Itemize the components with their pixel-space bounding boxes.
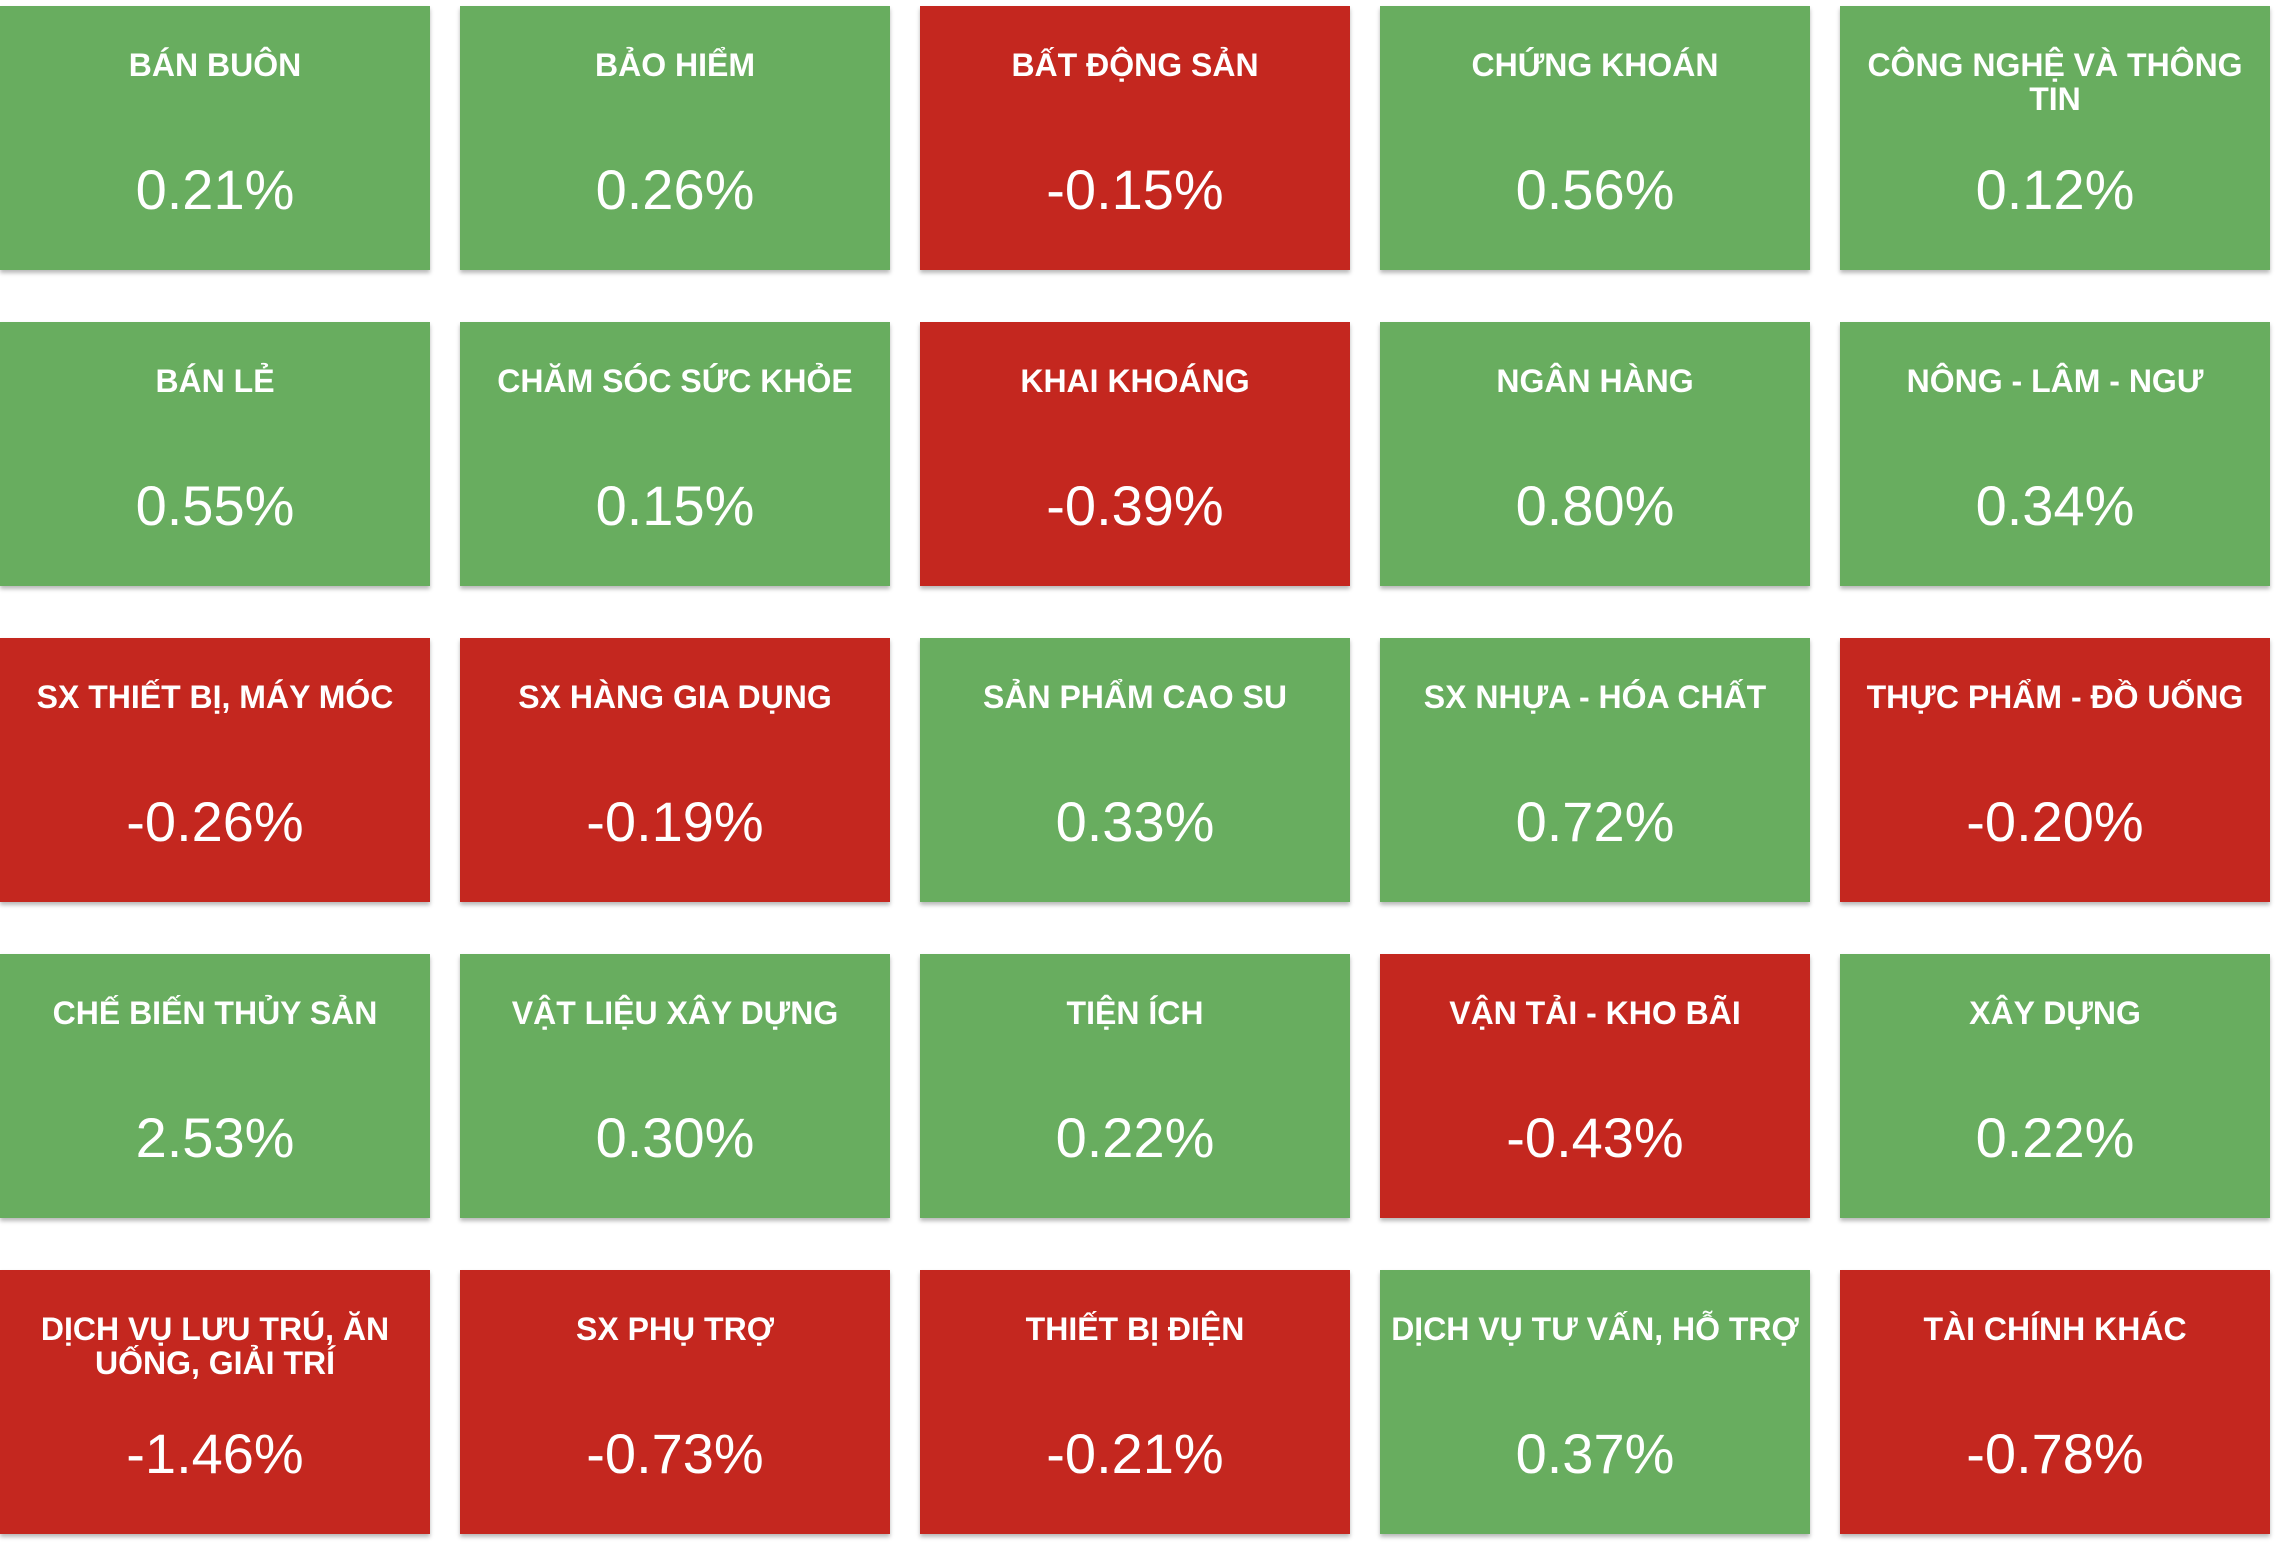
- sector-name: CHẾ BIẾN THỦY SẢN: [52, 995, 378, 1031]
- sector-change: 0.26%: [595, 158, 755, 221]
- sector-name: THIẾT BỊ ĐIỆN: [1025, 1311, 1245, 1347]
- sector-tile-15[interactable]: THỰC PHẨM - ĐỒ UỐNG -0.20%: [1840, 638, 2270, 902]
- sector-tile-13[interactable]: SẢN PHẨM CAO SU 0.33%: [920, 638, 1350, 902]
- sector-name: SX NHỰA - HÓA CHẤT: [1423, 679, 1767, 715]
- sector-name: BẢO HIỂM: [595, 47, 755, 83]
- sector-name: DỊCH VỤ TƯ VẤN, HỖ TRỢ: [1391, 1311, 1799, 1347]
- sector-change: -0.26%: [126, 790, 304, 853]
- sector-tile-8[interactable]: KHAI KHOÁNG -0.39%: [920, 322, 1350, 586]
- sector-tile-23[interactable]: THIẾT BỊ ĐIỆN -0.21%: [920, 1270, 1350, 1534]
- sector-change: -0.20%: [1966, 790, 2144, 853]
- sector-name: VẬT LIỆU XÂY DỰNG: [511, 995, 839, 1031]
- sector-tile-14[interactable]: SX NHỰA - HÓA CHẤT 0.72%: [1380, 638, 1810, 902]
- sector-tile-9[interactable]: NGÂN HÀNG 0.80%: [1380, 322, 1810, 586]
- sector-name: TIỆN ÍCH: [1066, 995, 1204, 1031]
- sector-tile-6[interactable]: BÁN LẺ 0.55%: [0, 322, 430, 586]
- sector-tile-25[interactable]: TÀI CHÍNH KHÁC -0.78%: [1840, 1270, 2270, 1534]
- sector-change: 0.22%: [1055, 1106, 1215, 1169]
- sector-change: 0.33%: [1055, 790, 1215, 853]
- sector-name: SX PHỤ TRỢ: [576, 1311, 774, 1347]
- sector-tile-10[interactable]: NÔNG - LÂM - NGƯ 0.34%: [1840, 322, 2270, 586]
- sector-tile-22[interactable]: SX PHỤ TRỢ -0.73%: [460, 1270, 890, 1534]
- sector-change: -0.78%: [1966, 1422, 2144, 1485]
- sector-change: -0.19%: [586, 790, 764, 853]
- sector-name: VẬN TẢI - KHO BÃI: [1449, 995, 1741, 1031]
- sector-change: 0.56%: [1515, 158, 1675, 221]
- sector-change: 0.72%: [1515, 790, 1675, 853]
- sector-change: 0.21%: [135, 158, 295, 221]
- sector-change: 0.34%: [1975, 474, 2135, 537]
- sector-change: -0.15%: [1046, 158, 1224, 221]
- sector-change: -0.39%: [1046, 474, 1224, 537]
- sector-tile-12[interactable]: SX HÀNG GIA DỤNG -0.19%: [460, 638, 890, 902]
- sector-name: NGÂN HÀNG: [1496, 363, 1694, 399]
- sector-change: 0.30%: [595, 1106, 755, 1169]
- sector-tile-18[interactable]: TIỆN ÍCH 0.22%: [920, 954, 1350, 1218]
- sector-change: -0.73%: [586, 1422, 764, 1485]
- sector-change: 0.37%: [1515, 1422, 1675, 1485]
- sector-change: -0.21%: [1046, 1422, 1224, 1485]
- sector-tile-16[interactable]: CHẾ BIẾN THỦY SẢN 2.53%: [0, 954, 430, 1218]
- sector-name: KHAI KHOÁNG: [1020, 363, 1250, 399]
- sector-grid: BÁN BUÔN 0.21% BẢO HIỂM 0.26% BẤT ĐỘNG S…: [0, 6, 2270, 1534]
- sector-change: 0.15%: [595, 474, 755, 537]
- sector-tile-20[interactable]: XÂY DỰNG 0.22%: [1840, 954, 2270, 1218]
- sector-tile-1[interactable]: BÁN BUÔN 0.21%: [0, 6, 430, 270]
- sector-name: NÔNG - LÂM - NGƯ: [1906, 363, 2204, 399]
- sector-name: TÀI CHÍNH KHÁC: [1923, 1311, 2187, 1347]
- sector-tile-11[interactable]: SX THIẾT BỊ, MÁY MÓC -0.26%: [0, 638, 430, 902]
- sector-name: BÁN BUÔN: [128, 47, 302, 83]
- sector-change: 0.22%: [1975, 1106, 2135, 1169]
- sector-name: BÁN LẺ: [155, 363, 275, 399]
- sector-tile-17[interactable]: VẬT LIỆU XÂY DỰNG 0.30%: [460, 954, 890, 1218]
- sector-tile-19[interactable]: VẬN TẢI - KHO BÃI -0.43%: [1380, 954, 1810, 1218]
- sector-tile-21[interactable]: DỊCH VỤ LƯU TRÚ, ĂN UỐNG, GIẢI TRÍ -1.46…: [0, 1270, 430, 1534]
- sector-name: CÔNG NGHỆ VÀ THÔNG TIN: [1867, 47, 2243, 117]
- sector-change: 2.53%: [135, 1106, 295, 1169]
- sector-tile-5[interactable]: CÔNG NGHỆ VÀ THÔNG TIN 0.12%: [1840, 6, 2270, 270]
- sector-change: 0.55%: [135, 474, 295, 537]
- sector-change: 0.12%: [1975, 158, 2135, 221]
- sector-tile-24[interactable]: DỊCH VỤ TƯ VẤN, HỖ TRỢ 0.37%: [1380, 1270, 1810, 1534]
- sector-name: SẢN PHẨM CAO SU: [982, 679, 1287, 715]
- sector-tile-7[interactable]: CHĂM SÓC SỨC KHỎE 0.15%: [460, 322, 890, 586]
- sector-name: DỊCH VỤ LƯU TRÚ, ĂN UỐNG, GIẢI TRÍ: [40, 1311, 390, 1381]
- sector-name: SX THIẾT BỊ, MÁY MÓC: [36, 679, 394, 715]
- sector-tile-4[interactable]: CHỨNG KHOÁN 0.56%: [1380, 6, 1810, 270]
- sector-name: BẤT ĐỘNG SẢN: [1011, 47, 1259, 83]
- sector-name: CHĂM SÓC SỨC KHỎE: [497, 363, 853, 399]
- sector-name: CHỨNG KHOÁN: [1471, 47, 1719, 83]
- sector-tile-3[interactable]: BẤT ĐỘNG SẢN -0.15%: [920, 6, 1350, 270]
- sector-tile-2[interactable]: BẢO HIỂM 0.26%: [460, 6, 890, 270]
- sector-name: XÂY DỰNG: [1969, 995, 2141, 1031]
- sector-name: SX HÀNG GIA DỤNG: [518, 679, 832, 715]
- sector-change: -1.46%: [126, 1422, 304, 1485]
- sector-name: THỰC PHẨM - ĐỒ UỐNG: [1866, 679, 2244, 715]
- sector-change: 0.80%: [1515, 474, 1675, 537]
- sector-change: -0.43%: [1506, 1106, 1684, 1169]
